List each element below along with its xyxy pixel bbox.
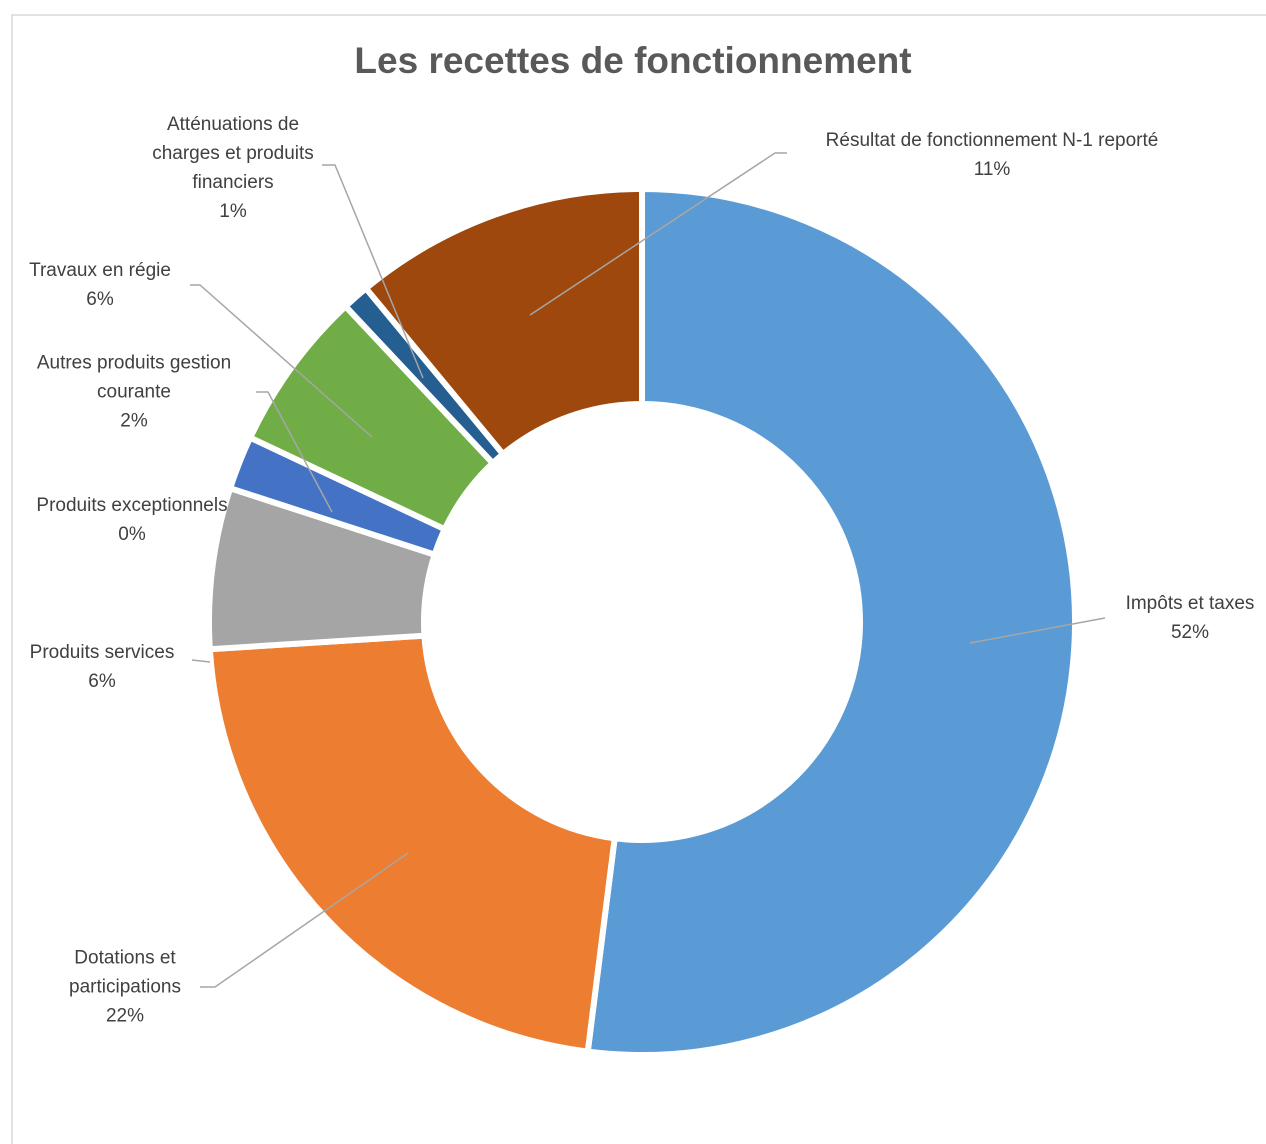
leader-line <box>969 617 1106 644</box>
leader-line <box>256 391 333 513</box>
label-value: 6% <box>88 671 116 692</box>
data-label: Résultat de fonctionnement N-1 reporté 11… <box>826 126 1159 184</box>
label-name: Impôts et taxes <box>1125 593 1255 614</box>
leader-line <box>529 152 787 316</box>
data-label: Travaux en régie 6% <box>29 256 171 314</box>
leader-line <box>191 659 211 663</box>
data-label: Autres produits gestion courante 2% <box>9 349 259 436</box>
label-name: Autres produits gestion courante <box>36 352 232 403</box>
data-label: Produits exceptionnels 0% <box>36 491 227 549</box>
label-name: Résultat de fonctionnement N-1 reporté <box>825 130 1159 151</box>
label-name: Produits services <box>29 642 175 663</box>
leader-line <box>271 507 331 531</box>
data-label: Impôts et taxes 52% <box>1126 589 1255 647</box>
data-label: Atténuations de charges et produits fina… <box>133 110 333 226</box>
donut-slice <box>206 632 619 1055</box>
label-value: 11% <box>973 159 1011 180</box>
leader-line <box>322 164 424 379</box>
chart-title: Les recettes de fonctionnement <box>354 40 912 81</box>
label-name: Travaux en régie <box>29 260 171 281</box>
donut-slice <box>584 185 1078 1058</box>
label-value: 22% <box>105 1005 145 1027</box>
data-label: Dotations et participations 22% <box>45 944 205 1031</box>
data-label: Produits services 6% <box>30 638 175 696</box>
label-value: 0% <box>118 524 146 545</box>
label-value: 52% <box>1170 622 1210 643</box>
label-value: 2% <box>120 410 148 432</box>
donut-slice <box>361 185 645 459</box>
leader-line <box>190 284 373 438</box>
label-name: Dotations et participations <box>69 947 181 998</box>
label-value: 6% <box>86 289 114 310</box>
label-value: 1% <box>219 201 247 222</box>
leader-line <box>200 852 409 988</box>
label-name: Atténuations de charges et produits fina… <box>152 114 314 193</box>
label-name: Produits exceptionnels <box>36 495 228 516</box>
